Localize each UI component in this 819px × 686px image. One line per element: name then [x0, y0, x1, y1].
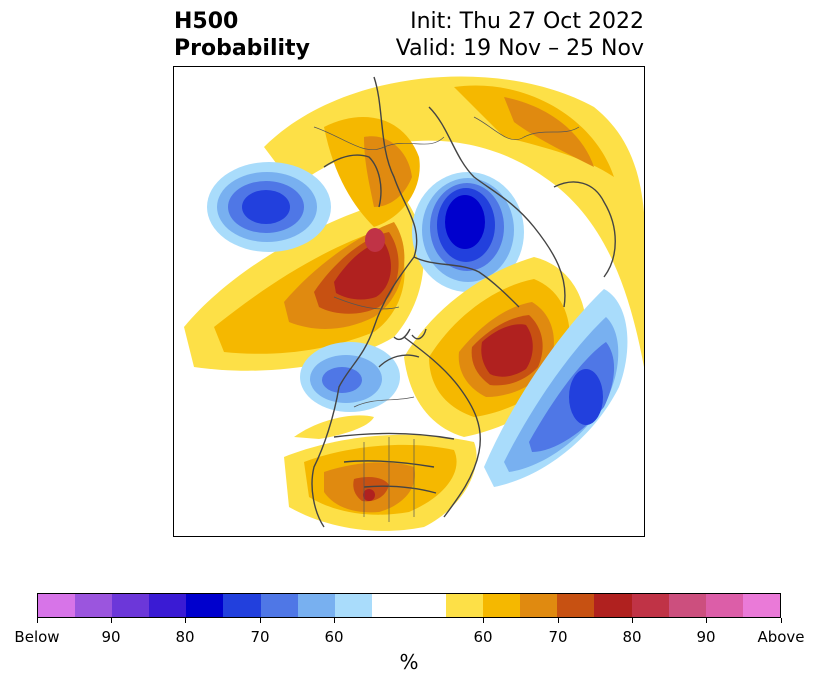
chart-title-left: H500 Probability — [174, 8, 310, 62]
above-normal-southwest-us — [284, 415, 477, 531]
colorbar-cell — [223, 594, 261, 617]
colorbar-tick-label: Below — [14, 628, 60, 646]
colorbar-tick-mark — [37, 618, 38, 623]
colorbar-tick-mark — [111, 618, 112, 623]
colorbar-cell — [483, 594, 521, 617]
init-date: Init: Thu 27 Oct 2022 — [410, 9, 644, 34]
colorbar-cell — [742, 594, 780, 617]
colorbar-tick-label: 60 — [473, 628, 493, 646]
colorbar-cell — [260, 594, 298, 617]
title-type: Probability — [174, 36, 310, 61]
colorbar-tick-label: 90 — [101, 628, 121, 646]
title-variable: H500 — [174, 9, 239, 34]
colorbar-cell — [38, 594, 76, 617]
colorbar-tick-mark — [334, 618, 335, 623]
colorbar — [37, 593, 781, 618]
coastlines — [311, 76, 616, 528]
map-svg — [184, 76, 644, 531]
colorbar-tick-label: 70 — [548, 628, 568, 646]
colorbar-cell — [408, 594, 447, 617]
colorbar-tick-mark — [260, 618, 261, 623]
below-normal-central-canada — [300, 342, 400, 412]
colorbar-cell — [334, 594, 372, 617]
colorbar-tick-mark — [483, 618, 484, 623]
colorbar-tick-label: 80 — [175, 628, 195, 646]
colorbar-cell — [557, 594, 595, 617]
below-normal-trough-siberia-pole — [412, 172, 524, 292]
colorbar-cell — [75, 594, 113, 617]
colorbar-unit: % — [399, 650, 419, 674]
colorbar-tick-mark — [558, 618, 559, 623]
above-normal-east-siberia — [184, 117, 424, 371]
colorbar-tick-label: 60 — [324, 628, 344, 646]
colorbar-tick-label: 70 — [250, 628, 270, 646]
colorbar-cell — [112, 594, 150, 617]
colorbar-cell — [594, 594, 632, 617]
probability-map — [173, 66, 645, 537]
colorbar-cell — [520, 594, 558, 617]
colorbar-tick-mark — [781, 618, 782, 623]
below-normal-north-atlantic — [484, 289, 628, 487]
colorbar-cell — [186, 594, 224, 617]
colorbar-tick-label: 80 — [622, 628, 642, 646]
colorbar-cell — [668, 594, 706, 617]
colorbar-tick-label: 90 — [696, 628, 716, 646]
colorbar-cell — [297, 594, 335, 617]
colorbar-tick-mark — [185, 618, 186, 623]
colorbar-cell — [371, 594, 409, 617]
below-normal-ridge-alaska-bering — [207, 162, 331, 252]
colorbar-tick-label: Above — [757, 628, 805, 646]
country-borders — [313, 116, 580, 522]
colorbar-cell — [705, 594, 743, 617]
colorbar-cell — [149, 594, 187, 617]
colorbar-tick-mark — [632, 618, 633, 623]
colorbar-cell — [631, 594, 669, 617]
valid-range: Valid: 19 Nov – 25 Nov — [395, 36, 644, 61]
colorbar-tick-mark — [706, 618, 707, 623]
colorbar-cell — [446, 594, 484, 617]
chart-title-right: Init: Thu 27 Oct 2022 Valid: 19 Nov – 25… — [396, 8, 644, 62]
